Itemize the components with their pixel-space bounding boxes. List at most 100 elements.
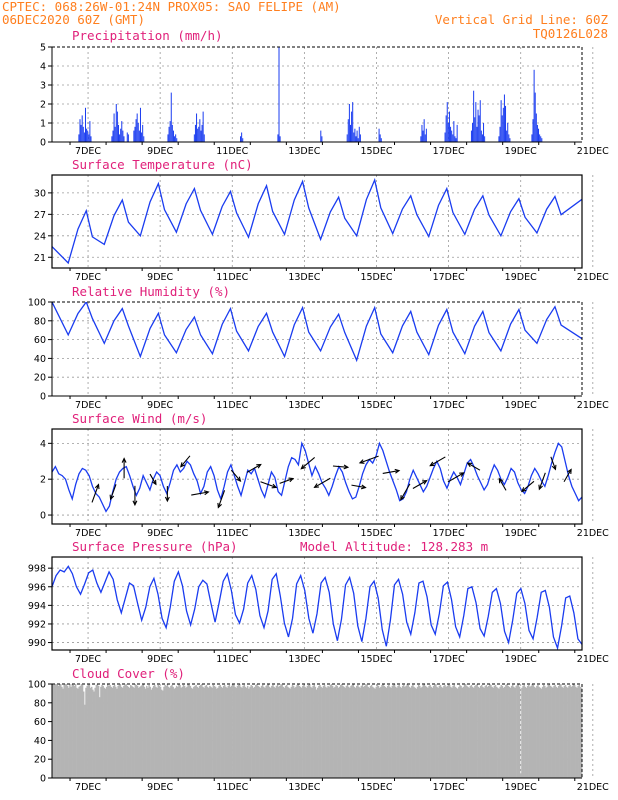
cloud-bar — [89, 687, 92, 778]
cloud-bar — [278, 686, 280, 778]
cloud-bar — [96, 684, 99, 778]
precip-bar — [117, 124, 119, 142]
cloud-bar — [72, 684, 75, 778]
x-tick-label: 15DEC — [360, 782, 392, 793]
cloud-bar — [544, 685, 546, 778]
cloud-bar — [401, 685, 404, 778]
cloud-bar — [392, 684, 395, 778]
precip-bar — [240, 136, 242, 142]
wind-arrow — [412, 479, 428, 489]
precip-bar — [506, 130, 508, 142]
cloud-bar — [224, 684, 226, 778]
cloud-bar — [188, 684, 190, 778]
x-tick-label: 17DEC — [433, 400, 465, 411]
pressure-panel: 990 992 994 996 998 7DEC 9DEC 11DEC 13DEC 15DEC 17… — [28, 556, 609, 665]
cloud-bar — [243, 684, 246, 778]
precip-bar — [126, 132, 128, 142]
cloud-bar — [177, 686, 179, 778]
cloud-bar — [117, 685, 119, 778]
cloud-bar — [572, 684, 575, 778]
precip-bar — [355, 136, 357, 142]
cloud-bar — [296, 684, 298, 778]
cloud-bar — [305, 687, 307, 778]
cloud-bar — [481, 684, 483, 778]
cloud-bar — [380, 686, 382, 778]
cloud-bar — [80, 684, 83, 778]
cloud-bar — [413, 686, 415, 778]
cloud-bar — [151, 687, 154, 778]
precip-bar — [477, 109, 479, 142]
precip-bar — [193, 134, 195, 142]
wind-arrow — [230, 469, 242, 483]
precip-bar — [448, 111, 450, 142]
cloud-bar — [95, 684, 98, 778]
cloud-bar — [312, 685, 314, 778]
cloud-bar — [159, 686, 162, 778]
cloud-bar — [330, 684, 333, 778]
cloud-bar — [100, 686, 102, 778]
precip-bar — [500, 100, 502, 142]
cloud-bar — [455, 687, 458, 778]
precip-bar — [484, 136, 486, 142]
precip-bar — [456, 124, 458, 142]
cloud-bar — [446, 685, 449, 778]
cloud-bar — [258, 686, 260, 778]
wind-arrow — [400, 483, 411, 501]
cloud-bar — [170, 685, 172, 778]
cloud-bar — [205, 684, 208, 778]
cloud-bar — [116, 688, 118, 778]
cloud-bar — [531, 684, 533, 778]
cloud-bar — [255, 684, 257, 778]
cloud-bar — [325, 686, 327, 778]
cloud-bar — [124, 684, 126, 778]
cloud-bar — [167, 686, 170, 778]
cloud-bar — [272, 684, 274, 778]
x-tick-label: 17DEC — [433, 146, 465, 157]
cloud-bar — [473, 687, 475, 778]
cloud-bar — [526, 685, 529, 778]
x-tick-label: 13DEC — [288, 400, 320, 411]
cloud-bar — [440, 686, 443, 778]
cloud-bar — [415, 688, 418, 778]
cloud-bar — [322, 685, 325, 778]
cloud-bar — [503, 686, 506, 778]
cloud-bar — [115, 686, 117, 778]
precip-bar — [80, 124, 82, 142]
cloud-bar — [464, 684, 467, 778]
cloud-bar — [474, 685, 476, 778]
cloud-bar — [411, 685, 413, 778]
pressure-series-line — [52, 565, 582, 650]
wind-arrow — [447, 472, 465, 483]
cloud-bar — [358, 686, 360, 778]
x-tick-label: 7DEC — [75, 654, 101, 665]
cloud-bar — [92, 689, 94, 778]
precip-bar — [540, 136, 542, 142]
y-tick-label: 0 — [40, 392, 46, 403]
cloud-bar — [352, 684, 355, 778]
cloud-bar — [172, 686, 174, 778]
cloud-bar — [206, 686, 209, 778]
cloud-bar — [181, 686, 184, 778]
cloud-bar — [556, 687, 559, 778]
cloud-bar — [314, 686, 317, 778]
cloud-bar — [396, 687, 398, 778]
cloud-bar — [362, 686, 365, 778]
cloud-bar — [118, 684, 120, 778]
cloud-bar — [53, 684, 55, 778]
cloud-bar — [561, 686, 563, 778]
precip-bar — [170, 92, 172, 142]
cloud-bar — [78, 686, 80, 778]
y-tick-label: 100 — [28, 680, 46, 691]
x-tick-label: 11DEC — [216, 146, 248, 157]
cloud-bar — [260, 685, 263, 778]
precip-bar — [201, 124, 203, 142]
cloud-bar — [249, 686, 251, 778]
x-tick-label: 7DEC — [75, 146, 101, 157]
x-tick-label: 21DEC — [577, 146, 609, 157]
cloud-bar — [281, 684, 283, 778]
temp-series-line — [52, 177, 582, 265]
cloud-bar — [476, 684, 478, 778]
cloud-bar — [360, 685, 363, 778]
header-station: CPTEC: 068:26W-01:24N PROX05: SAO FELIPE… — [2, 0, 341, 14]
cloud-bar — [359, 687, 361, 778]
